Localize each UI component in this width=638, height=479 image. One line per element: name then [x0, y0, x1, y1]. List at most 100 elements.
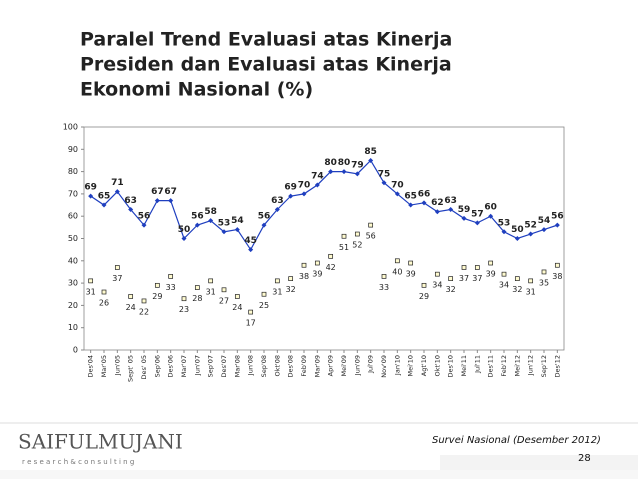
title-line: Ekonomi Nasional (%) — [80, 79, 313, 101]
marker — [514, 236, 520, 241]
marker — [208, 278, 214, 284]
x-tick-label: Des'04 — [87, 355, 95, 377]
x-tick-label: Des'11 — [487, 355, 495, 377]
marker — [114, 265, 120, 270]
marker — [314, 260, 320, 266]
x-tick-label: Agt'10 — [420, 355, 428, 376]
marker — [421, 200, 427, 206]
data-label: 31 — [206, 287, 216, 296]
data-label: 71 — [111, 178, 124, 188]
data-label: 37 — [459, 274, 469, 283]
x-tick-label: Mar'07 — [180, 355, 188, 377]
x-tick-label: Jun'12 — [527, 355, 535, 376]
data-label: 38 — [299, 272, 309, 281]
x-tick-label: Mei'11 — [460, 355, 468, 376]
x-tick-label: Mei'12 — [513, 355, 521, 376]
marker — [154, 282, 160, 288]
marker — [341, 169, 347, 175]
y-tick-label: 20 — [68, 301, 78, 310]
marker — [168, 274, 174, 279]
x-tick-label: Jan'10 — [393, 355, 401, 376]
x-tick-label: Okt'10 — [433, 355, 441, 377]
marker — [554, 222, 560, 228]
marker — [528, 231, 534, 237]
source: Survei Nasional (Desember 2012) — [432, 435, 601, 446]
y-tick-label: 10 — [68, 323, 78, 332]
data-label: 75 — [378, 169, 391, 179]
marker — [88, 278, 94, 284]
data-label: 65 — [404, 192, 417, 202]
marker — [128, 207, 134, 213]
marker — [194, 285, 200, 290]
data-label: 70 — [391, 180, 404, 190]
marker — [434, 209, 440, 215]
x-tick-label: Sep'07 — [207, 355, 215, 377]
marker — [448, 276, 454, 281]
marker — [448, 207, 454, 213]
marker — [408, 260, 414, 266]
x-tick-label: Mei'09 — [340, 355, 348, 376]
marker — [461, 265, 467, 270]
data-label: 53 — [218, 218, 231, 228]
x-tick-label: Des'08 — [287, 355, 295, 377]
marker — [528, 278, 534, 284]
marker — [394, 258, 400, 264]
data-label: 59 — [458, 205, 471, 215]
data-label: 29 — [419, 292, 429, 301]
marker — [154, 198, 160, 204]
marker — [274, 207, 280, 213]
data-label: 39 — [312, 270, 322, 279]
data-label: 31 — [526, 287, 536, 296]
data-label: 35 — [539, 278, 549, 287]
data-label: 63 — [444, 196, 457, 206]
marker — [234, 227, 240, 233]
marker — [208, 218, 214, 224]
marker — [381, 180, 387, 186]
x-tick-label: Mar'09 — [313, 355, 321, 377]
data-label: 54 — [538, 216, 551, 226]
data-label: 74 — [311, 171, 324, 181]
x-tick-label: Jun'05 — [113, 355, 121, 376]
marker — [541, 269, 547, 275]
marker — [248, 247, 254, 253]
marker — [501, 271, 507, 277]
data-label: 25 — [259, 301, 269, 310]
x-tick-label: Jul'09 — [367, 355, 375, 374]
marker — [128, 294, 134, 299]
marker — [274, 278, 280, 284]
decor — [0, 470, 638, 479]
x-tick-label: Jun'08 — [247, 355, 255, 376]
x-tick-label: Jun'09 — [353, 355, 361, 376]
data-label: 65 — [98, 192, 111, 202]
data-label: 56 — [551, 212, 564, 222]
x-tick-label: Apr'09 — [327, 355, 335, 376]
marker — [288, 276, 294, 281]
data-label: 53 — [498, 218, 511, 228]
marker — [541, 227, 547, 233]
data-label: 58 — [204, 207, 217, 217]
x-tick-label: Okt'08 — [273, 355, 281, 377]
marker — [488, 260, 494, 266]
marker — [314, 182, 320, 188]
marker — [474, 265, 480, 270]
marker — [501, 229, 507, 235]
marker — [234, 294, 240, 299]
data-label: 67 — [151, 187, 164, 197]
marker — [221, 229, 227, 235]
data-label: 67 — [164, 187, 177, 197]
y-tick-label: 80 — [68, 167, 78, 176]
data-label: 50 — [511, 225, 524, 235]
marker — [101, 202, 107, 208]
x-tick-label: Sep'12 — [540, 355, 548, 377]
x-tick-label: Des' 05 — [140, 355, 148, 380]
marker — [261, 291, 267, 297]
data-label: 24 — [232, 303, 242, 312]
marker — [101, 289, 107, 295]
title-line: Presiden dan Evaluasi atas Kinerja — [80, 54, 452, 76]
data-label: 52 — [352, 241, 362, 250]
data-label: 29 — [152, 292, 162, 301]
data-label: 37 — [472, 274, 482, 283]
marker — [328, 169, 334, 175]
x-tick-label: Sep'08 — [260, 355, 268, 377]
